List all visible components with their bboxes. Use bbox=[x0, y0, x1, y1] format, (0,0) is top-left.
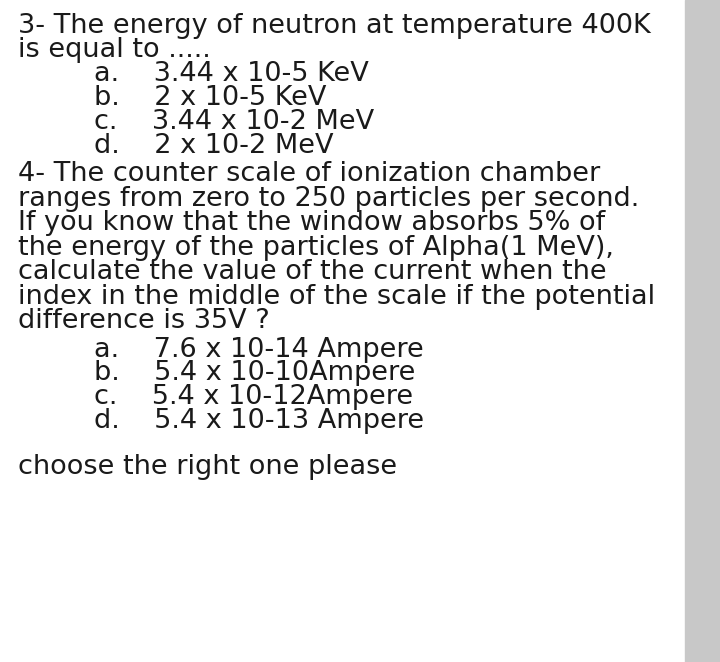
Text: d.    5.4 x 10-13 Ampere: d. 5.4 x 10-13 Ampere bbox=[94, 408, 424, 434]
Text: ranges from zero to 250 particles per second.: ranges from zero to 250 particles per se… bbox=[18, 185, 639, 212]
Text: a.    3.44 x 10-5 KeV: a. 3.44 x 10-5 KeV bbox=[94, 61, 369, 87]
Text: difference is 35V ?: difference is 35V ? bbox=[18, 308, 270, 334]
Text: index in the middle of the scale if the potential: index in the middle of the scale if the … bbox=[18, 283, 655, 310]
Text: b.    5.4 x 10-10Ampere: b. 5.4 x 10-10Ampere bbox=[94, 360, 415, 387]
Text: c.    5.4 x 10-12Ampere: c. 5.4 x 10-12Ampere bbox=[94, 384, 413, 410]
Text: c.    3.44 x 10-2 MeV: c. 3.44 x 10-2 MeV bbox=[94, 109, 374, 135]
Text: a.    7.6 x 10-14 Ampere: a. 7.6 x 10-14 Ampere bbox=[94, 336, 423, 363]
Text: b.    2 x 10-5 KeV: b. 2 x 10-5 KeV bbox=[94, 85, 326, 111]
Bar bbox=[685, 0, 720, 662]
Text: calculate the value of the current when the: calculate the value of the current when … bbox=[18, 259, 607, 285]
Text: 4- The counter scale of ionization chamber: 4- The counter scale of ionization chamb… bbox=[18, 161, 600, 187]
Text: choose the right one please: choose the right one please bbox=[18, 453, 397, 480]
Text: the energy of the particles of Alpha(1 MeV),: the energy of the particles of Alpha(1 M… bbox=[18, 234, 614, 261]
Text: 3- The energy of neutron at temperature 400K: 3- The energy of neutron at temperature … bbox=[18, 13, 651, 40]
Text: is equal to .....: is equal to ..... bbox=[18, 36, 211, 63]
Text: If you know that the window absorbs 5% of: If you know that the window absorbs 5% o… bbox=[18, 210, 605, 236]
Text: d.    2 x 10-2 MeV: d. 2 x 10-2 MeV bbox=[94, 132, 333, 159]
